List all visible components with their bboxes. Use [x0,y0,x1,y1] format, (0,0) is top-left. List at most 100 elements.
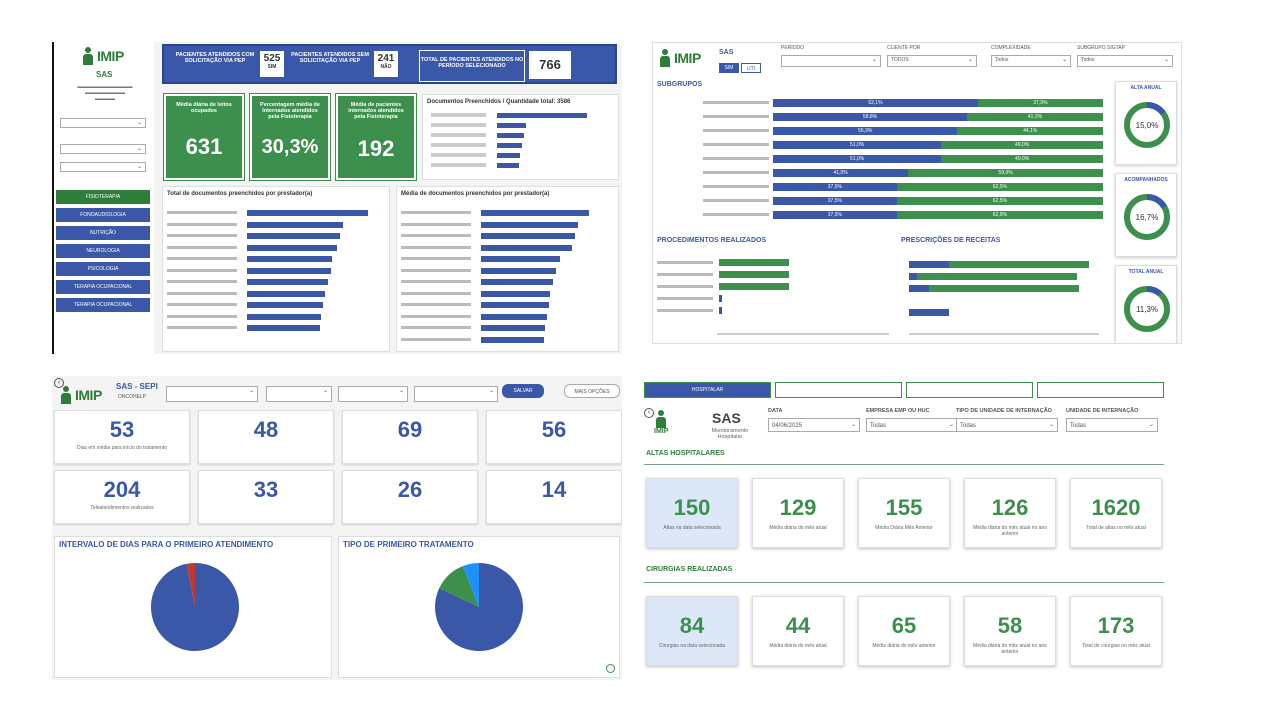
subgroup-bar-blue: 62,1% [773,99,978,107]
filter-select[interactable]: Todas [866,418,958,432]
sidebar-item[interactable]: TERAPIA OCUPACIONAL [56,298,150,312]
donut-value: 11,3% [1136,305,1158,314]
filter-label: CLIENTE POR [887,45,921,51]
pie1-title: INTERVALO DE DIAS PARA O PRIMEIRO ATENDI… [59,540,274,549]
filter-select[interactable]: Todos [991,55,1071,67]
bar-label [401,337,471,341]
focus-icon[interactable] [606,664,615,673]
tab[interactable] [775,382,902,398]
date-filter[interactable] [60,118,146,128]
cirurgias-title: CIRURGIAS REALIZADAS [646,566,733,573]
kpi-card: 84 Cirurgias na data selecionada [646,596,738,666]
filter-select[interactable]: Todas [956,418,1058,432]
sidebar-item[interactable]: PSICOLOGIA [56,262,150,276]
sidebar-item[interactable]: NEUROLOGIA [56,244,150,258]
docs-bar [497,153,520,158]
presc-chart [899,249,1109,341]
filter-label: COMPLEXIDADE [991,45,1031,51]
presc-bar-blue [909,285,929,292]
kpi-card: 150 Altas na data selecionada [646,478,738,548]
subgroup-bar-green: 41,2% [967,113,1103,121]
chart-bars [167,210,382,351]
provider-filter[interactable] [60,144,146,154]
filter-label: TIPO DE UNIDADE DE INTERNAÇÃO [956,408,1052,414]
period-filter[interactable] [166,386,258,402]
save-button[interactable]: SALVAR [502,384,544,398]
subgroup-bar-green: 59,0% [908,169,1103,177]
proc-label [657,285,713,288]
bar [481,313,547,320]
header-stat-1: PACIENTES ATENDIDOS COM SOLICITAÇÃO VIA … [175,52,255,64]
bar [481,233,576,239]
docs-row-label [431,163,486,167]
bar-label [401,222,471,226]
more-options-button[interactable]: MAIS OPÇÕES [564,384,620,398]
header-bar: PACIENTES ATENDIDOS COM SOLICITAÇÃO VIA … [162,44,617,84]
scroll-slider[interactable] [717,333,889,335]
kpi-value: 173 [1097,613,1135,638]
donut-chart: 11,3% [1124,286,1170,332]
docs-row-label [431,123,486,127]
type-filter[interactable] [60,162,146,172]
tab[interactable]: HOSPITALAR [644,382,771,398]
sas-label: SAS [719,49,734,56]
tab[interactable] [906,382,1033,398]
subgroup-label [703,129,769,132]
filter-select[interactable]: Todas [1066,418,1158,432]
tab-uti[interactable]: UTI [741,63,761,73]
header-value-3: 766 [529,51,571,79]
filter-select[interactable]: Todos [1077,55,1173,67]
tab[interactable] [1037,382,1164,398]
tab-sim[interactable]: SIM [719,63,739,73]
chart-title: Total de documentos preenchidos por pres… [167,191,313,197]
bar-label [401,211,471,214]
sidebar-item[interactable]: NUTRIÇÃO [56,226,150,240]
filter-label: DATA [768,408,783,414]
category-filter[interactable] [338,386,408,402]
bar [247,233,340,239]
docs-bar [497,113,587,118]
subgroup-bar-green: 49,0% [941,141,1103,149]
filter-label: SUBGRUPO SIGTAP [1077,45,1125,51]
subgroup-bar-green: 62,5% [896,183,1103,191]
presc-bar-green [929,285,1079,292]
subgroup-label [703,213,769,216]
back-icon[interactable]: ‹ [54,378,64,388]
kpi-value: 30,3% [261,136,319,158]
bar-label [401,303,471,306]
chart-media-docs: Média de documentos preenchidos por pres… [396,186,619,352]
cid-filter[interactable] [266,386,332,402]
bar [481,336,544,343]
donut-value: 15,0% [1136,121,1159,130]
bar [481,244,573,251]
donut-card: TOTAL ANUAL 11,3% [1115,265,1177,343]
kpi-value: 150 [673,495,711,520]
sidebar-item[interactable]: FISIOTERAPIA [56,190,150,204]
bar-label [401,326,471,329]
kpi-card: 155 Média Diária Mês Anterior [858,478,950,548]
filter-select[interactable]: TODOS [887,55,977,67]
kpi-value: 48 [253,417,279,442]
filter-select[interactable] [781,55,881,67]
donut-card: ACOMPANHADOS 16,7% [1115,173,1177,257]
sidebar-item[interactable]: FONOAUDIOLOGIA [56,208,150,222]
filter-label: UNIDADE DE INTERNAÇÃO [1066,408,1139,414]
proc-label [657,273,713,276]
bar-label [167,280,237,283]
provider-filter[interactable] [414,386,498,402]
donut-title: ACOMPANHADOS [1124,177,1168,183]
scroll-slider[interactable] [909,333,1099,335]
subgroup-bar-green: 37,9% [977,99,1103,107]
logo: IMIP [654,410,668,435]
bar [481,302,549,308]
bar [481,279,554,285]
docs-bar [497,143,523,148]
docs-box: Documentos Preenchidos / Quantidade tota… [422,94,619,180]
proc-bar [719,259,789,266]
docs-row-label [431,153,486,157]
filter-select[interactable]: 04/06/2025 [768,418,860,432]
pie2-chart [435,563,523,651]
donut-segment [1124,194,1170,240]
back-icon[interactable]: ‹ [644,408,654,418]
sidebar-item[interactable]: TERAPIA OCUPACIONAL [56,280,150,294]
